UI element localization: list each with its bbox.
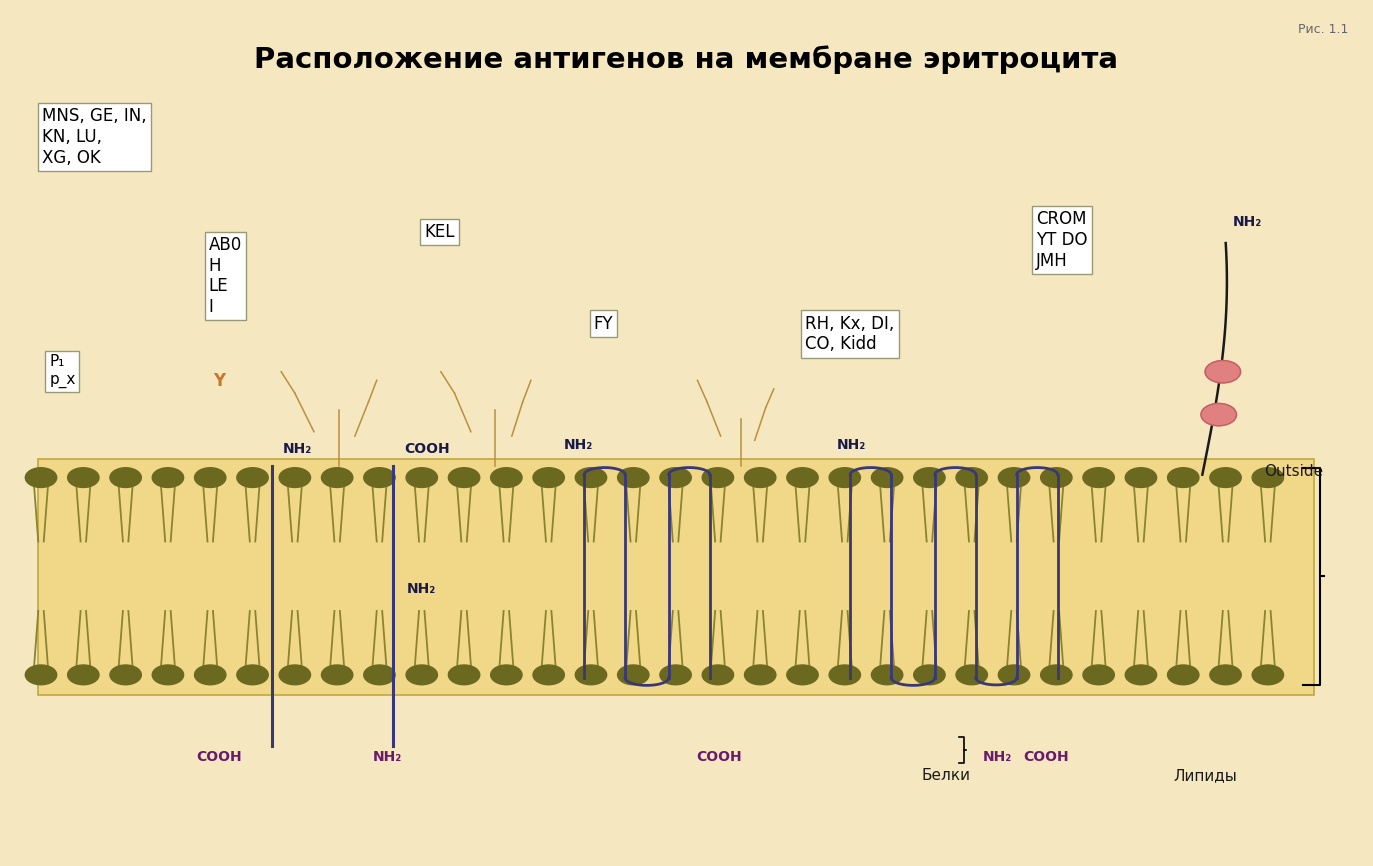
Circle shape: [236, 468, 268, 488]
Circle shape: [702, 468, 733, 488]
Circle shape: [110, 468, 141, 488]
Circle shape: [913, 468, 945, 488]
Circle shape: [152, 665, 184, 685]
Text: AB0
H
LE
I: AB0 H LE I: [209, 236, 242, 316]
Text: RH, Kx, DI,
CO, Kidd: RH, Kx, DI, CO, Kidd: [805, 314, 894, 353]
Circle shape: [829, 665, 861, 685]
Circle shape: [998, 468, 1030, 488]
Circle shape: [152, 468, 184, 488]
Circle shape: [575, 665, 607, 685]
Circle shape: [744, 665, 776, 685]
Circle shape: [279, 665, 310, 685]
Text: Рис. 1.1: Рис. 1.1: [1297, 23, 1348, 36]
Circle shape: [998, 665, 1030, 685]
Circle shape: [872, 665, 903, 685]
Circle shape: [618, 468, 649, 488]
Circle shape: [872, 468, 903, 488]
Circle shape: [279, 468, 310, 488]
Text: COOH: COOH: [404, 443, 449, 456]
Text: FY: FY: [593, 314, 614, 333]
Text: NH₂: NH₂: [836, 438, 866, 452]
Circle shape: [195, 665, 227, 685]
Circle shape: [1252, 468, 1284, 488]
Circle shape: [449, 665, 479, 685]
Circle shape: [1167, 665, 1199, 685]
Circle shape: [67, 665, 99, 685]
Circle shape: [575, 468, 607, 488]
Circle shape: [1201, 404, 1237, 426]
Circle shape: [1041, 665, 1072, 685]
Circle shape: [956, 468, 987, 488]
Circle shape: [406, 468, 438, 488]
Text: CROM
YT DO
JMH: CROM YT DO JMH: [1035, 210, 1087, 269]
Text: P₁
p_x: P₁ p_x: [49, 354, 76, 388]
Circle shape: [533, 468, 564, 488]
Circle shape: [660, 468, 691, 488]
Circle shape: [829, 468, 861, 488]
Circle shape: [533, 665, 564, 685]
Circle shape: [787, 665, 818, 685]
Circle shape: [364, 468, 395, 488]
Text: NH₂: NH₂: [983, 750, 1012, 764]
Circle shape: [787, 468, 818, 488]
Circle shape: [321, 665, 353, 685]
Circle shape: [25, 468, 56, 488]
Circle shape: [1252, 665, 1284, 685]
Circle shape: [1210, 665, 1241, 685]
Circle shape: [67, 468, 99, 488]
Circle shape: [406, 665, 438, 685]
Circle shape: [25, 665, 56, 685]
Circle shape: [449, 468, 479, 488]
Circle shape: [321, 468, 353, 488]
Circle shape: [490, 665, 522, 685]
Circle shape: [618, 665, 649, 685]
Text: NH₂: NH₂: [372, 750, 402, 764]
Text: Outside: Outside: [1263, 464, 1322, 479]
Circle shape: [490, 468, 522, 488]
Text: NH₂: NH₂: [406, 582, 437, 597]
Circle shape: [744, 468, 776, 488]
Text: COOH: COOH: [196, 750, 242, 764]
Text: Y: Y: [213, 372, 225, 390]
Text: COOH: COOH: [1024, 750, 1070, 764]
Circle shape: [660, 665, 691, 685]
Circle shape: [913, 665, 945, 685]
Text: NH₂: NH₂: [1233, 215, 1262, 229]
Text: NH₂: NH₂: [564, 438, 593, 452]
Circle shape: [702, 665, 733, 685]
Circle shape: [1041, 468, 1072, 488]
Circle shape: [236, 665, 268, 685]
FancyBboxPatch shape: [38, 459, 1314, 695]
Circle shape: [1083, 665, 1115, 685]
Circle shape: [110, 665, 141, 685]
Circle shape: [1083, 468, 1115, 488]
Circle shape: [1167, 468, 1199, 488]
Text: Расположение антигенов на мембране эритроцита: Расположение антигенов на мембране эритр…: [254, 46, 1119, 74]
Circle shape: [195, 468, 227, 488]
Text: NH₂: NH₂: [283, 443, 312, 456]
Circle shape: [956, 665, 987, 685]
Circle shape: [1126, 665, 1156, 685]
Circle shape: [1126, 468, 1156, 488]
Text: Липиды: Липиды: [1173, 768, 1237, 784]
Text: KEL: KEL: [424, 223, 454, 241]
Circle shape: [1205, 360, 1241, 383]
Text: COOH: COOH: [696, 750, 741, 764]
Text: Белки: Белки: [921, 768, 971, 784]
Text: MNS, GE, IN,
KN, LU,
XG, OK: MNS, GE, IN, KN, LU, XG, OK: [43, 107, 147, 166]
Circle shape: [364, 665, 395, 685]
Circle shape: [1210, 468, 1241, 488]
